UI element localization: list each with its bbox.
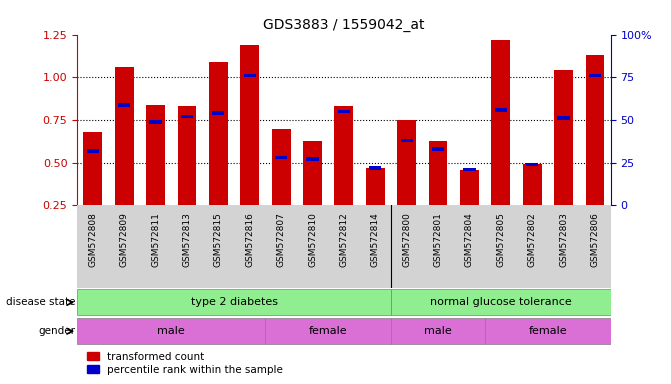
Text: GSM572802: GSM572802 [527, 212, 537, 267]
Text: GSM572804: GSM572804 [465, 212, 474, 267]
Bar [87, 149, 99, 152]
Text: disease state: disease state [6, 297, 76, 308]
Bar [181, 115, 193, 118]
Bar [523, 164, 541, 205]
Bar [491, 40, 510, 205]
Text: GSM572807: GSM572807 [276, 212, 286, 267]
Text: female: female [309, 326, 348, 336]
Text: GSM572806: GSM572806 [590, 212, 599, 267]
Bar [178, 106, 197, 205]
Bar [369, 166, 381, 170]
Bar [554, 70, 573, 205]
Bar [338, 109, 350, 113]
Text: GSM572805: GSM572805 [497, 212, 505, 267]
Bar [495, 108, 507, 112]
Bar [118, 103, 130, 106]
Bar [401, 139, 413, 142]
Text: GSM572801: GSM572801 [433, 212, 443, 267]
Text: male: male [158, 326, 185, 336]
Bar [240, 45, 259, 205]
Text: type 2 diabetes: type 2 diabetes [191, 297, 278, 308]
Text: GSM572811: GSM572811 [151, 212, 160, 267]
Text: GSM572815: GSM572815 [214, 212, 223, 267]
Bar [244, 74, 256, 78]
Text: GSM572814: GSM572814 [371, 212, 380, 267]
Bar [77, 318, 266, 344]
Text: female: female [529, 326, 567, 336]
Text: GSM572808: GSM572808 [89, 212, 97, 267]
Bar [485, 318, 611, 344]
Bar [146, 104, 165, 205]
Text: male: male [424, 326, 452, 336]
Text: GSM572800: GSM572800 [402, 212, 411, 267]
Bar [588, 74, 601, 78]
Bar [463, 168, 476, 171]
Bar [77, 290, 391, 315]
Bar [150, 120, 162, 124]
Bar [558, 116, 570, 120]
Title: GDS3883 / 1559042_at: GDS3883 / 1559042_at [263, 18, 425, 32]
Bar [212, 111, 225, 115]
Bar [432, 147, 444, 151]
Bar [429, 141, 448, 205]
Text: GSM572803: GSM572803 [559, 212, 568, 267]
Bar [366, 168, 384, 205]
Bar [115, 67, 134, 205]
Bar [397, 120, 416, 205]
Text: GSM572816: GSM572816 [245, 212, 254, 267]
Text: normal glucose tolerance: normal glucose tolerance [430, 297, 572, 308]
Bar [307, 157, 319, 161]
Bar [209, 62, 227, 205]
Bar [391, 290, 611, 315]
Legend: transformed count, percentile rank within the sample: transformed count, percentile rank withi… [83, 348, 287, 379]
Text: GSM572813: GSM572813 [183, 212, 191, 267]
Bar [526, 162, 538, 166]
Bar [83, 132, 102, 205]
Bar [266, 318, 391, 344]
Bar [272, 129, 291, 205]
Bar [391, 318, 485, 344]
Text: GSM572810: GSM572810 [308, 212, 317, 267]
Text: GSM572812: GSM572812 [340, 212, 348, 267]
Text: gender: gender [39, 326, 76, 336]
Bar [586, 55, 605, 205]
Bar [334, 106, 354, 205]
Bar [275, 156, 287, 159]
Bar [303, 141, 322, 205]
Bar [460, 170, 479, 205]
Text: GSM572809: GSM572809 [119, 212, 129, 267]
